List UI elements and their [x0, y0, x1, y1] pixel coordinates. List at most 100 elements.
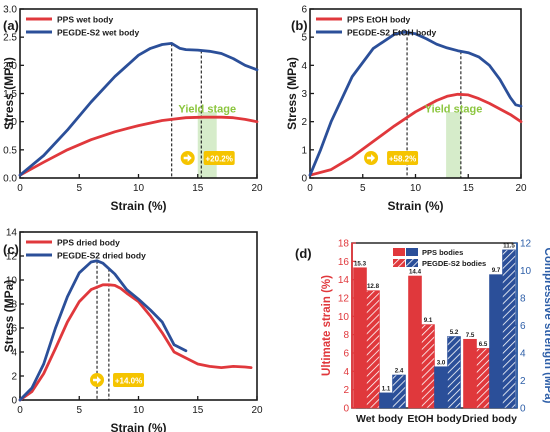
legend-label: PPS bodies — [422, 248, 463, 257]
bar — [434, 366, 448, 409]
y-tick-label: 4 — [11, 348, 17, 359]
bar — [463, 338, 477, 409]
x-axis-title: Strain (%) — [110, 199, 166, 213]
y-tick-label: 6 — [301, 5, 307, 16]
bar-value-label: 12.8 — [367, 283, 380, 290]
legend-label: PEGDE-S2 wet body — [57, 28, 139, 38]
y-tick-label: 0 — [343, 404, 349, 415]
y2-tick-label: 8 — [520, 294, 526, 305]
series-line-pps — [18, 115, 259, 177]
y-tick-label: 0.5 — [3, 145, 17, 156]
x-tick-label: 15 — [192, 183, 204, 194]
y2-tick-label: 12 — [520, 239, 532, 250]
bar-value-label: 14.4 — [409, 269, 422, 276]
y-tick-label: 10 — [6, 276, 18, 287]
y-tick-label: 14 — [6, 228, 18, 239]
y-tick-label: 1.5 — [3, 89, 17, 100]
chart-panel-a: 0 5 10 15 20 0.0 0.5 1.0 1.5 2.0 2.5 3.0 Strain (%) S… — [2, 5, 263, 214]
y-tick-label: 2.5 — [3, 33, 17, 44]
x-tick-label: 20 — [251, 183, 263, 194]
chart-panel-b: 0 5 10 15 20 0 1 2 3 4 5 6 Strain (%) Stress (MPa) (b)… — [285, 5, 527, 214]
x-axis-title: Strain (%) — [110, 421, 166, 432]
x-tick-label: 5 — [76, 183, 82, 194]
x-tick-label: 10 — [133, 183, 145, 194]
y-axis-title: Stress (MPa) — [2, 57, 16, 130]
bar — [408, 275, 422, 409]
x-tick-label: 15 — [463, 183, 475, 194]
legend-label: PEGDE-S2 dried body — [57, 251, 146, 261]
legend-swatch-red — [393, 248, 405, 256]
x-category-label: Dried body — [462, 413, 517, 425]
chart-panel-d: 0 2 4 6 8 10 12 14 16 18 0 2 4 6 8 10 12 Ultimate strain … — [295, 239, 550, 426]
legend-swatch-blue — [406, 248, 418, 256]
legend-label: PEGDE-S2 bodies — [422, 259, 486, 268]
x-tick-label: 0 — [307, 183, 313, 194]
y-tick-label: 1 — [301, 145, 307, 156]
bar — [353, 267, 367, 409]
y-tick-label: 18 — [338, 239, 350, 250]
bar — [379, 392, 393, 409]
series-line-pps — [18, 283, 253, 402]
y-axis-title: Stress (MPa) — [2, 280, 16, 353]
bar-value-label: 1.1 — [382, 385, 391, 392]
y-tick-label: 0 — [11, 396, 17, 407]
bar — [366, 290, 380, 409]
y-tick-label: 0 — [301, 174, 307, 185]
y-tick-label: 4 — [301, 61, 307, 72]
bar-value-label: 9.7 — [492, 267, 501, 274]
series-line-pegde — [18, 42, 259, 177]
y2-tick-label: 10 — [520, 266, 532, 277]
percent-badge — [113, 373, 145, 387]
y-tick-label: 4 — [343, 367, 349, 378]
bar-value-label: 11.5 — [503, 242, 515, 249]
arrow-right-icon — [367, 154, 376, 162]
x-tick-label: 0 — [17, 183, 23, 194]
x-category-label: EtOH body — [407, 413, 461, 425]
bar — [476, 348, 490, 409]
y-axis-title: Ultimate strain (%) — [321, 275, 333, 376]
x-category-label: Wet body — [356, 413, 403, 425]
yield-stage-label: Yield stage — [425, 104, 483, 116]
y-tick-label: 1.0 — [3, 117, 17, 128]
y-tick-label: 2 — [11, 372, 17, 383]
bar-value-label: 9.1 — [424, 317, 433, 324]
bar-value-label: 7.5 — [466, 332, 475, 339]
percent-badge-label: +58.2% — [389, 155, 416, 164]
legend-swatch-red — [393, 259, 405, 267]
percent-badge-label: +14.0% — [115, 377, 142, 386]
y-tick-label: 8 — [343, 330, 349, 341]
y-tick-label: 16 — [338, 257, 350, 268]
x-tick-label: 0 — [17, 405, 23, 416]
y-tick-label: 10 — [338, 312, 350, 323]
panel-label: (a) — [3, 18, 19, 33]
x-tick-label: 20 — [251, 405, 263, 416]
chart-panel-c: 0 5 10 15 20 0 2 4 6 8 10 12 14 Strain (%) Stress (MPa… — [2, 228, 263, 432]
y2-tick-label: 4 — [520, 349, 526, 360]
y-tick-label: 6 — [11, 324, 17, 335]
bar-value-label: 2.4 — [395, 368, 404, 375]
y2-tick-label: 6 — [520, 321, 526, 332]
y-tick-label: 2 — [343, 385, 349, 396]
bar-value-label: 6.5 — [479, 341, 488, 348]
bar — [502, 249, 516, 409]
percent-badge-label: +20.2% — [206, 155, 233, 164]
y-tick-label: 8 — [11, 300, 17, 311]
y-tick-label: 2 — [301, 117, 307, 128]
bar-value-label: 15.3 — [354, 260, 367, 267]
percent-badge — [387, 151, 419, 165]
panel-label: (c) — [3, 242, 19, 257]
legend-label: PPS wet body — [57, 15, 113, 25]
x-tick-label: 5 — [360, 183, 366, 194]
series-line-pps — [308, 92, 523, 177]
y-tick-label: 3.0 — [3, 5, 17, 16]
y2-tick-label: 2 — [520, 376, 526, 387]
legend-swatch-blue — [406, 259, 418, 267]
x-axis-title: Strain (%) — [387, 199, 443, 213]
y-tick-label: 5 — [301, 33, 307, 44]
arrow-right-icon — [183, 154, 192, 162]
bar — [392, 374, 406, 409]
y-tick-label: 12 — [338, 294, 350, 305]
y-axis-title: Stress (MPa) — [285, 57, 299, 130]
y-tick-label: 6 — [343, 349, 349, 360]
bar — [489, 274, 503, 409]
